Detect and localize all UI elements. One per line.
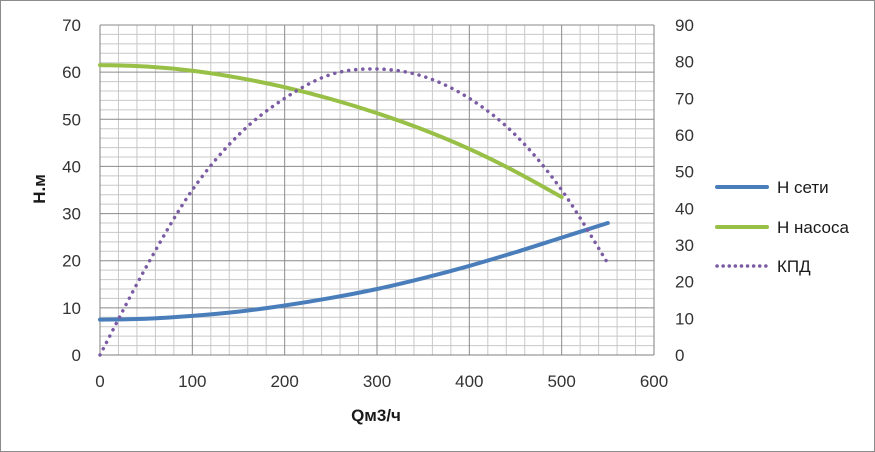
y2-tick-label: 0 — [675, 346, 684, 365]
y-tick-label: 70 — [62, 16, 81, 35]
series-layer — [98, 63, 610, 357]
y2-tick-label: 40 — [675, 199, 694, 218]
y-tick-label: 10 — [62, 299, 81, 318]
legend-label-n-seti: Н сети — [777, 178, 829, 197]
x-tick-label: 200 — [270, 372, 298, 391]
legend-label-n-nasosa: Н насоса — [777, 218, 849, 237]
series-line-0 — [98, 221, 610, 322]
grid-major — [99, 24, 655, 356]
y2-tick-label: 50 — [675, 163, 694, 182]
y-tick-label: 60 — [62, 63, 81, 82]
y-tick-label: 30 — [62, 205, 81, 224]
y-axis-title: Н.м — [30, 174, 49, 204]
y-tick-label: 40 — [62, 157, 81, 176]
legend-item-n-seti: Н сети — [715, 178, 829, 197]
legend-label-kpd: КПД — [777, 257, 811, 276]
y2-tick-label: 30 — [675, 236, 694, 255]
y2-tick-label: 60 — [675, 126, 694, 145]
y2-tick-label: 90 — [675, 16, 694, 35]
tick-labels: 0 100 200 300 400 500 600 0 10 20 30 40 50 60 70 0 10 20 3… — [62, 16, 694, 391]
y2-tick-label: 20 — [675, 273, 694, 292]
y2-tick-label: 80 — [675, 53, 694, 72]
legend-item-kpd: КПД — [715, 257, 811, 276]
x-tick-label: 600 — [640, 372, 668, 391]
y-tick-label: 50 — [62, 110, 81, 129]
x-tick-label: 500 — [547, 372, 575, 391]
y-tick-label: 20 — [62, 252, 81, 271]
series-line-2 — [98, 67, 610, 357]
x-tick-label: 0 — [95, 372, 104, 391]
legend-item-n-nasosa: Н насоса — [715, 218, 849, 237]
y2-tick-label: 70 — [675, 89, 694, 108]
x-tick-label: 400 — [455, 372, 483, 391]
x-tick-label: 300 — [363, 372, 391, 391]
series-line-1 — [98, 63, 564, 200]
legend: Н сети Н насоса КПД — [715, 178, 849, 276]
y-tick-label: 0 — [72, 346, 81, 365]
x-tick-label: 100 — [178, 372, 206, 391]
x-axis-title: Qм3/ч — [351, 406, 401, 425]
y2-tick-label: 10 — [675, 309, 694, 328]
axes — [99, 25, 655, 356]
